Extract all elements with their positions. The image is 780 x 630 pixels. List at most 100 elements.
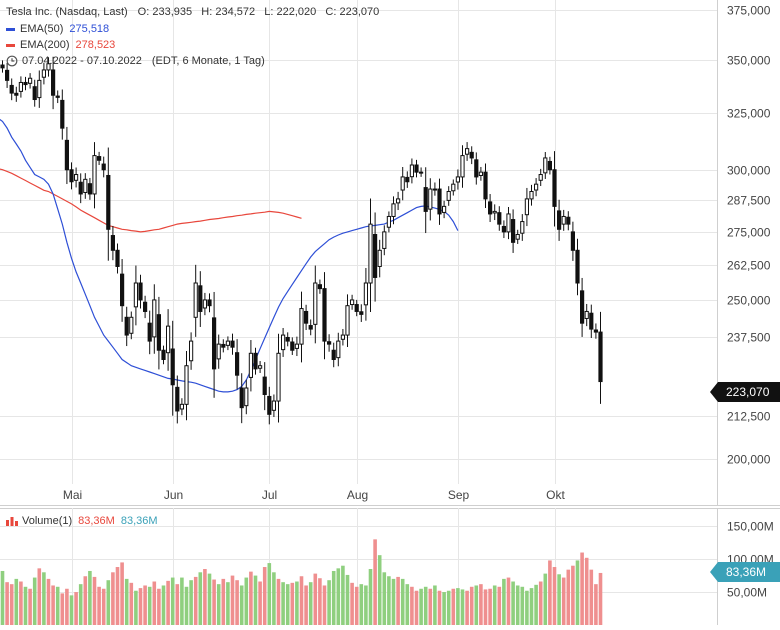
candle-body [322,288,327,342]
volume-bar [78,584,83,625]
candle-body [299,308,304,345]
volume-bar [584,557,589,625]
date-tick-label: Jun [164,488,183,502]
candle [308,319,313,336]
candle [106,147,111,261]
candle [175,375,180,424]
volume-bar [483,589,488,625]
candle [584,303,589,327]
candle-body [64,139,70,171]
candle-body [248,352,254,378]
volume-bar [561,577,566,625]
volume-bar [460,589,465,625]
volume-bar [28,588,32,625]
volume-bar [364,585,368,625]
candle [400,166,405,201]
candle [543,152,548,179]
volume-bar [396,576,400,625]
candle-body [543,157,548,174]
volume-bar [170,577,175,625]
volume-bar [152,581,157,625]
candles-layer [0,56,603,425]
candle [23,76,28,91]
ema50-layer [0,118,459,393]
candle-body [170,348,175,386]
volume-bar [235,580,239,625]
candle [87,177,93,200]
candle-body [460,155,465,178]
volume-bar [405,584,410,625]
candle [152,284,157,354]
ema200-layer [0,168,302,233]
price-tick-label: 350,000 [727,54,771,68]
volume-bar [341,565,345,625]
candle [501,220,506,239]
candle [359,304,364,322]
candle [552,151,557,227]
legend-title: Tesla Inc. (Nasdaq, Last) [6,6,128,18]
date-tick-label: Sep [448,488,470,502]
candle-body [133,282,139,308]
volume-bar [382,572,387,625]
candle-body [120,273,125,307]
ema50-value: 275,518 [69,23,110,35]
date-tick-label: Aug [347,488,368,502]
candle-body [106,174,111,230]
volume-bar [442,592,446,625]
volume-bar [566,569,571,625]
candle-body [18,81,23,92]
volume-bar [249,571,253,625]
candle [133,265,139,326]
legend-ema200[interactable]: EMA(200) 278,523 [6,39,115,51]
candle [414,159,419,178]
volume-bar [9,584,14,625]
candle-body [409,164,414,178]
volume-tick-label: 50,00M [727,586,767,600]
candle-body [455,176,460,183]
volume-bar [534,584,538,625]
volume-bar [520,586,525,625]
volume-bar [290,582,295,625]
candle-body [437,188,442,215]
candle-body [497,212,502,225]
volume-bar [299,576,304,625]
candle [129,311,134,340]
candle [497,206,502,231]
volume-bar [60,593,65,625]
candle-body [396,198,401,204]
volume-bar [598,572,603,625]
candle-body [377,249,382,267]
candle-body [110,235,116,251]
clock-icon [6,55,18,67]
volume-bar [580,552,584,625]
candle [55,90,60,104]
candle-body [32,86,37,101]
candle-body [575,249,580,284]
date-tick-label: Mai [63,488,82,502]
candle-body [101,163,106,171]
candle-body [488,201,493,215]
candle [409,158,414,184]
candle [170,320,175,416]
candle-body [221,343,226,348]
candle [69,162,74,190]
volume-bar [295,581,299,625]
candle [460,145,465,188]
volume-bar [166,580,170,625]
candle [83,173,88,199]
candle-body [304,310,309,324]
volume-bar [42,572,46,625]
candle-body [138,282,143,301]
volume-bar [304,585,308,625]
volume-bar [423,586,428,625]
volume-bar [469,586,474,625]
volume-bar [391,578,396,625]
candle [60,89,65,140]
volume-bar [161,585,166,625]
volume-bar [322,585,327,625]
candle-body [290,341,295,351]
volume-bar [189,580,193,625]
legend-ema50[interactable]: EMA(50) 275,518 [6,23,109,35]
volume-bar [106,580,111,625]
